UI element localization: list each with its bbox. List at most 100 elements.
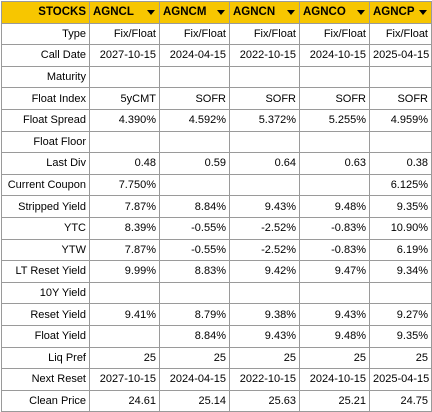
table-cell[interactable]: 4.390% (89, 108, 160, 132)
table-cell[interactable] (369, 281, 432, 305)
table-cell[interactable]: 9.43% (229, 324, 300, 348)
table-cell[interactable] (159, 65, 230, 89)
table-cell[interactable]: -0.83% (299, 216, 370, 240)
table-cell[interactable]: 25.14 (159, 389, 230, 412)
table-cell[interactable]: 6.19% (369, 238, 432, 262)
table-cell[interactable] (159, 130, 230, 154)
column-header-agncn[interactable]: AGNCN (229, 1, 300, 24)
table-cell[interactable]: 9.38% (229, 303, 300, 326)
table-cell[interactable] (369, 130, 432, 154)
table-cell[interactable] (299, 65, 370, 89)
table-cell[interactable]: SOFR (159, 87, 230, 110)
table-cell[interactable]: 25 (159, 346, 230, 370)
table-cell[interactable]: 24.75 (369, 389, 432, 412)
table-cell[interactable]: 24.61 (89, 389, 160, 412)
table-cell[interactable]: -0.55% (159, 216, 230, 240)
table-cell[interactable]: SOFR (299, 87, 370, 110)
table-cell[interactable]: 2022-10-15 (229, 368, 300, 391)
table-cell[interactable] (89, 130, 160, 154)
table-cell[interactable]: 5.372% (229, 108, 300, 132)
table-cell[interactable]: 25 (369, 346, 432, 370)
table-cell[interactable]: 2024-10-15 (299, 368, 370, 391)
column-header-agnco[interactable]: AGNCO (299, 1, 370, 24)
table-cell[interactable]: 9.43% (299, 303, 370, 326)
table-cell[interactable]: Fix/Float (89, 22, 160, 46)
chevron-down-icon[interactable] (217, 10, 225, 16)
table-cell[interactable]: 7.750% (89, 173, 160, 197)
column-header-agncp[interactable]: AGNCP (369, 1, 432, 24)
table-cell[interactable]: 25.21 (299, 389, 370, 412)
table-cell[interactable]: 8.83% (159, 260, 230, 283)
table-cell[interactable]: Fix/Float (159, 22, 230, 46)
table-cell[interactable]: -0.83% (299, 238, 370, 262)
table-cell[interactable]: 9.27% (369, 303, 432, 326)
table-cell[interactable] (89, 65, 160, 89)
table-cell[interactable] (299, 130, 370, 154)
table-cell[interactable]: 8.84% (159, 195, 230, 218)
chevron-down-icon[interactable] (357, 10, 365, 16)
table-cell[interactable]: 2024-04-15 (159, 368, 230, 391)
table-cell[interactable]: 9.47% (299, 260, 370, 283)
table-cell[interactable]: 9.48% (299, 324, 370, 348)
table-cell[interactable]: 9.34% (369, 260, 432, 283)
table-cell[interactable] (89, 324, 160, 348)
table-cell[interactable]: 25 (229, 346, 300, 370)
table-cell[interactable] (159, 281, 230, 305)
table-cell[interactable] (299, 173, 370, 197)
table-cell[interactable]: 5.255% (299, 108, 370, 132)
table-cell[interactable]: 10.90% (369, 216, 432, 240)
table-cell[interactable]: -2.52% (229, 216, 300, 240)
chevron-down-icon[interactable] (147, 10, 155, 16)
table-cell[interactable]: 9.43% (229, 195, 300, 218)
table-cell[interactable]: 2024-04-15 (159, 44, 230, 67)
table-cell[interactable]: 6.125% (369, 173, 432, 197)
table-cell[interactable]: Fix/Float (369, 22, 432, 46)
table-cell[interactable]: SOFR (369, 87, 432, 110)
table-cell[interactable] (229, 65, 300, 89)
chevron-down-icon[interactable] (419, 10, 427, 16)
table-cell[interactable]: 9.99% (89, 260, 160, 283)
table-cell[interactable]: 25 (89, 346, 160, 370)
table-cell[interactable]: 0.38 (369, 152, 432, 175)
table-cell[interactable] (229, 281, 300, 305)
table-cell[interactable]: 2025-04-15 (369, 44, 432, 67)
table-cell[interactable] (369, 65, 432, 89)
table-cell[interactable]: 9.35% (369, 324, 432, 348)
table-cell[interactable]: 2025-04-15 (369, 368, 432, 391)
table-cell[interactable]: 0.63 (299, 152, 370, 175)
table-cell[interactable]: -0.55% (159, 238, 230, 262)
table-cell[interactable] (299, 281, 370, 305)
table-cell[interactable]: 4.592% (159, 108, 230, 132)
table-cell[interactable]: -2.52% (229, 238, 300, 262)
table-cell[interactable]: 0.59 (159, 152, 230, 175)
table-cell[interactable]: 2027-10-15 (89, 44, 160, 67)
chevron-down-icon[interactable] (287, 10, 295, 16)
table-cell[interactable]: 8.79% (159, 303, 230, 326)
table-cell[interactable]: 0.48 (89, 152, 160, 175)
column-header-agncm[interactable]: AGNCM (159, 1, 230, 24)
table-cell[interactable] (89, 281, 160, 305)
table-cell[interactable]: 2027-10-15 (89, 368, 160, 391)
table-cell[interactable]: 9.48% (299, 195, 370, 218)
table-cell[interactable]: 8.84% (159, 324, 230, 348)
table-cell[interactable] (229, 173, 300, 197)
table-cell[interactable]: 4.959% (369, 108, 432, 132)
table-cell[interactable]: 0.64 (229, 152, 300, 175)
table-cell[interactable]: 25.63 (229, 389, 300, 412)
column-header-agncl[interactable]: AGNCL (89, 1, 160, 24)
table-cell[interactable]: 2022-10-15 (229, 44, 300, 67)
table-cell[interactable] (229, 130, 300, 154)
table-cell[interactable]: 9.35% (369, 195, 432, 218)
table-cell[interactable]: 7.87% (89, 195, 160, 218)
table-cell[interactable]: 25 (299, 346, 370, 370)
table-cell[interactable]: 9.42% (229, 260, 300, 283)
table-cell[interactable]: Fix/Float (299, 22, 370, 46)
table-cell[interactable]: SOFR (229, 87, 300, 110)
table-cell[interactable]: Fix/Float (229, 22, 300, 46)
table-cell[interactable]: 9.41% (89, 303, 160, 326)
table-cell[interactable] (159, 173, 230, 197)
table-cell[interactable]: 8.39% (89, 216, 160, 240)
table-cell[interactable]: 2024-10-15 (299, 44, 370, 67)
table-cell[interactable]: 5yCMT (89, 87, 160, 110)
table-cell[interactable]: 7.87% (89, 238, 160, 262)
